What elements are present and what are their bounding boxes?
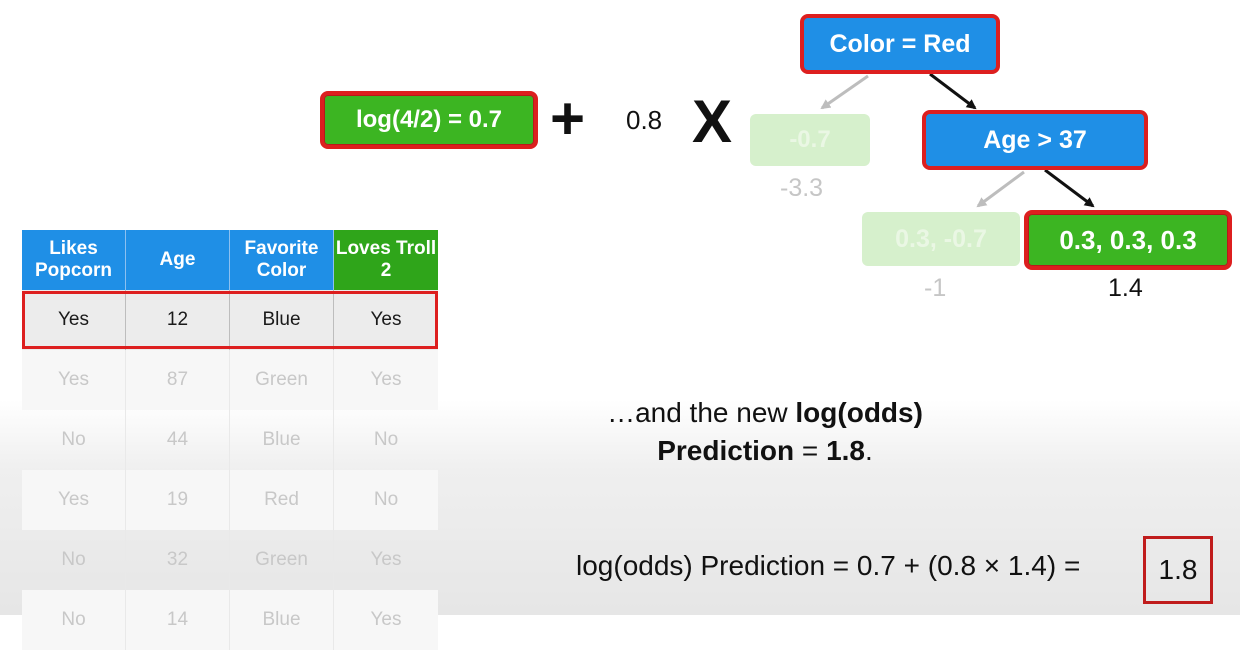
formula-result: 1.8 — [1158, 554, 1198, 585]
table-cell: Green — [230, 530, 334, 590]
table-header: Likes Popcorn Age Favorite Color Loves T… — [22, 230, 438, 290]
header-favorite-color: Favorite Color — [230, 230, 334, 290]
learning-rate: 0.8 — [626, 105, 663, 135]
table-cell: Blue — [230, 290, 334, 350]
table-cell: 44 — [126, 410, 230, 470]
caption-line-2: Prediction = 1.8. — [657, 435, 873, 466]
formula-text: log(odds) Prediction = 0.7 + (0.8 × 1.4)… — [576, 550, 1081, 581]
age-left-leaf-output: -1 — [924, 274, 947, 302]
left-leaf-output: -3.3 — [780, 174, 824, 202]
age-right-leaf-output: 1.4 — [1108, 274, 1143, 302]
table-cell: Yes — [370, 309, 402, 330]
table-cell: Yes — [22, 350, 126, 410]
age-left-leaf-box: 0.3, -0.7 — [862, 212, 1020, 266]
initial-prediction-box: log(4/2) = 0.7 — [320, 91, 538, 149]
initial-prediction-text: log(4/2) = 0.7 — [355, 106, 503, 133]
table-row: Yes 12 Blue Yes — [22, 290, 438, 350]
table-row: Yes 19 Red No — [22, 470, 438, 530]
caption: …and the new log(odds) Prediction = 1.8. — [560, 394, 970, 470]
plus-sign: + — [550, 85, 586, 152]
formula-result-box: 1.8 — [1143, 536, 1213, 604]
table-row: Yes 87 Green Yes — [22, 350, 438, 410]
table-row: No 44 Blue No — [22, 410, 438, 470]
header-age: Age — [126, 230, 230, 290]
table-cell: Yes — [22, 290, 126, 350]
table-cell: Green — [230, 350, 334, 410]
table-cell: No — [373, 489, 399, 510]
table-cell: 32 — [126, 530, 230, 590]
left-leaf-box: -0.7 — [750, 114, 870, 166]
table-cell: Blue — [230, 590, 334, 650]
table-cell: No — [22, 530, 126, 590]
table-cell: 12 — [126, 290, 230, 350]
arrow-age-to-left-leaf — [976, 170, 1025, 208]
table-cell: No — [22, 410, 126, 470]
table-cell: Yes — [370, 549, 402, 570]
table-row: No 32 Green Yes — [22, 530, 438, 590]
table-cell: Yes — [22, 470, 126, 530]
header-likes-popcorn: Likes Popcorn — [22, 230, 126, 290]
age-right-leaf-box: 0.3, 0.3, 0.3 — [1024, 210, 1232, 270]
arrow-age-to-right-leaf — [1044, 168, 1095, 208]
table-cell: 14 — [126, 590, 230, 650]
table-cell: No — [22, 590, 126, 650]
tree-arrows — [820, 72, 1095, 208]
caption-line-1: …and the new log(odds) — [607, 397, 923, 428]
table-cell: Yes — [370, 609, 402, 630]
age-node: Age > 37 — [922, 110, 1148, 170]
arrow-root-to-left-leaf — [820, 74, 869, 110]
times-sign: X — [692, 88, 733, 155]
header-loves-troll-2: Loves Troll 2 — [334, 230, 438, 290]
table-cell: Red — [230, 470, 334, 530]
table-cell: Blue — [230, 410, 334, 470]
arrow-root-to-age-node — [929, 72, 977, 110]
root-node-color-red: Color = Red — [800, 14, 1000, 74]
table-cell: 87 — [126, 350, 230, 410]
table-cell: Yes — [370, 369, 402, 390]
training-data-table: Likes Popcorn Age Favorite Color Loves T… — [22, 230, 438, 650]
table-cell: No — [373, 429, 399, 450]
table-row: No 14 Blue Yes — [22, 590, 438, 650]
table-cell: 19 — [126, 470, 230, 530]
